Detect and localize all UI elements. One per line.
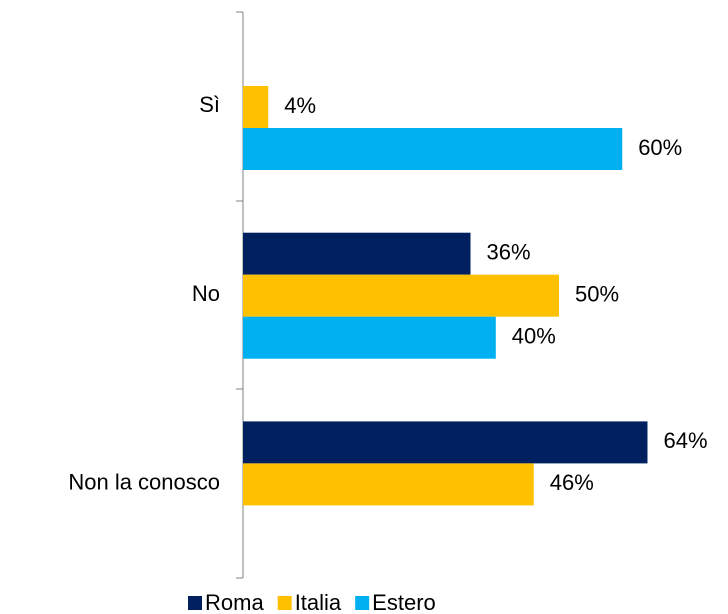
value-label: 46% bbox=[550, 470, 594, 495]
legend-label: Roma bbox=[205, 590, 264, 614]
bar bbox=[243, 86, 269, 128]
value-label: 4% bbox=[284, 93, 316, 118]
bar bbox=[243, 316, 496, 359]
legend-label: Estero bbox=[372, 590, 436, 614]
category-label: Sì bbox=[199, 92, 220, 117]
category-label: No bbox=[192, 281, 220, 306]
legend-swatch bbox=[277, 596, 292, 610]
legend-swatch bbox=[188, 596, 202, 610]
category-label: Non la conosco bbox=[68, 470, 220, 495]
bar bbox=[243, 274, 559, 317]
legend-swatch bbox=[355, 596, 370, 610]
value-label: 50% bbox=[575, 282, 619, 307]
legend-label: Italia bbox=[295, 590, 342, 614]
value-label: 40% bbox=[512, 324, 556, 349]
value-label: 64% bbox=[663, 428, 707, 453]
bar bbox=[243, 421, 648, 464]
bar bbox=[243, 463, 534, 506]
bar bbox=[243, 128, 623, 170]
bar bbox=[243, 232, 471, 275]
value-label: 60% bbox=[638, 135, 682, 160]
value-label: 36% bbox=[487, 240, 531, 265]
